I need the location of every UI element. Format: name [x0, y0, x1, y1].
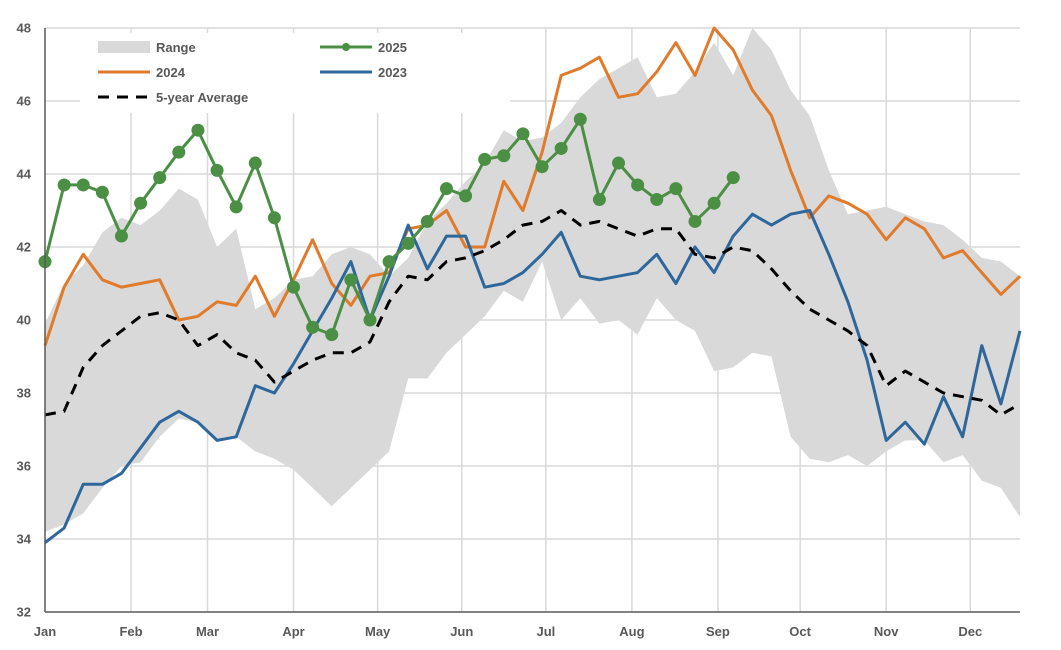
y-tick-label: 34 [17, 532, 32, 547]
point-y2025 [191, 123, 205, 137]
y-tick-label: 38 [17, 386, 31, 401]
x-tick-label: Aug [619, 624, 644, 639]
point-y2025 [573, 112, 587, 126]
point-y2025 [401, 236, 415, 250]
point-y2025 [650, 193, 664, 207]
point-y2025 [382, 255, 396, 269]
point-y2025 [363, 313, 377, 327]
x-tick-label: Dec [958, 624, 982, 639]
point-y2025 [210, 163, 224, 177]
x-tick-label: Jun [450, 624, 473, 639]
x-tick-label: May [365, 624, 391, 639]
range-area [45, 28, 1020, 532]
x-tick-label: Sep [706, 624, 730, 639]
point-y2025 [631, 178, 645, 192]
point-y2025 [592, 193, 606, 207]
legend-label-avg: 5-year Average [156, 90, 248, 105]
point-y2025 [612, 156, 626, 170]
point-y2025 [76, 178, 90, 192]
x-tick-label: Apr [282, 624, 304, 639]
x-tick-label: Jul [536, 624, 555, 639]
x-tick-label: Jan [34, 624, 56, 639]
point-y2025 [726, 171, 740, 185]
point-y2025 [172, 145, 186, 159]
series-line-y2024 [43, 26, 1022, 347]
x-tick-label: Oct [789, 624, 811, 639]
point-y2025 [248, 156, 262, 170]
legend-label-range: Range [156, 40, 196, 55]
legend-background [80, 33, 510, 113]
y-tick-label: 36 [17, 459, 31, 474]
point-y2025 [57, 178, 71, 192]
point-y2025 [669, 182, 683, 196]
range-band [45, 28, 1020, 532]
y-tick-label: 32 [17, 605, 31, 620]
point-y2025 [707, 196, 721, 210]
point-y2025 [287, 280, 301, 294]
series-lines [38, 26, 1022, 544]
legend-label-y2025: 2025 [378, 40, 407, 55]
y-tick-label: 46 [17, 94, 31, 109]
y-tick-label: 40 [17, 313, 31, 328]
point-y2025 [439, 182, 453, 196]
y-tick-label: 42 [17, 240, 31, 255]
point-y2025 [229, 200, 243, 214]
point-y2025 [95, 185, 109, 199]
legend-label-y2024: 2024 [156, 65, 186, 80]
x-tick-label: Feb [119, 624, 142, 639]
point-y2025 [535, 160, 549, 174]
y-tick-label: 44 [17, 167, 32, 182]
point-y2025 [153, 171, 167, 185]
point-y2025 [554, 141, 568, 155]
point-y2025 [325, 328, 339, 342]
point-y2025 [344, 273, 358, 287]
point-y2025 [478, 152, 492, 166]
point-y2025 [114, 229, 128, 243]
point-y2025 [516, 127, 530, 141]
y-tick-label: 48 [17, 21, 31, 36]
point-y2025 [306, 320, 320, 334]
point-y2025 [267, 211, 281, 225]
point-y2025 [688, 214, 702, 228]
series-line-y2023 [44, 209, 1022, 544]
point-y2025 [134, 196, 148, 210]
point-y2025 [459, 189, 473, 203]
legend: Range 2025 2024 2023 5-year Average [80, 33, 510, 113]
point-y2025 [420, 214, 434, 228]
legend-marker-y2025 [342, 43, 350, 51]
x-tick-label: Mar [196, 624, 219, 639]
point-y2025 [497, 149, 511, 163]
axes: 32 34 36 38 40 42 44 46 48 Jan Feb Mar Apr May Jun Jul A… [17, 21, 1020, 639]
legend-swatch-range [98, 41, 150, 53]
x-tick-label: Nov [874, 624, 899, 639]
legend-label-y2023: 2023 [378, 65, 407, 80]
